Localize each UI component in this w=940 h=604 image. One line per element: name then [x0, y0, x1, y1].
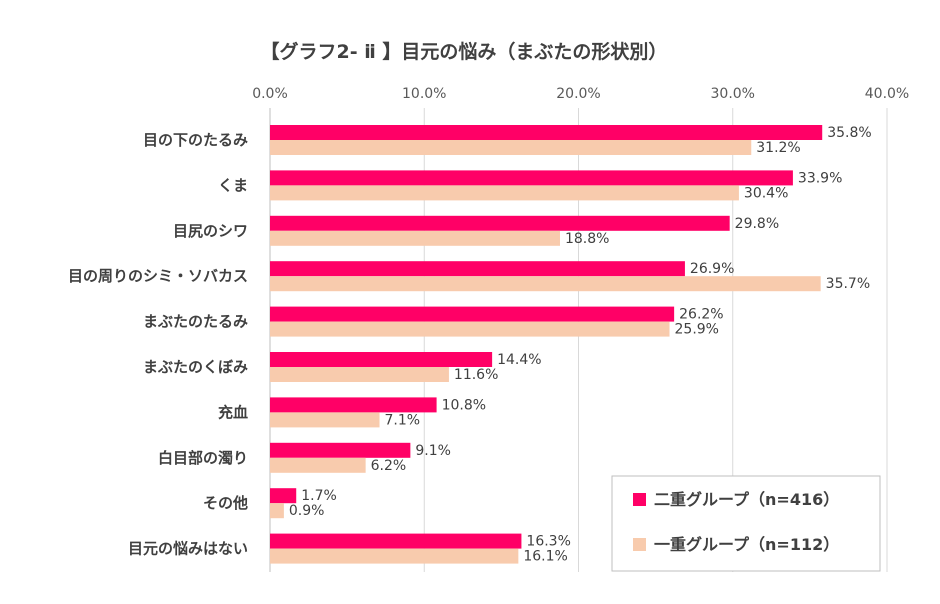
data-label: 14.4% — [497, 352, 541, 368]
bar-double — [270, 533, 522, 549]
bar-double — [270, 125, 823, 140]
bars — [270, 125, 823, 564]
bar-single — [270, 230, 560, 246]
x-tick-label: 10.0% — [402, 86, 446, 102]
data-label: 16.3% — [526, 534, 570, 550]
legend-label-single: 一重グループ（n=112） — [654, 535, 839, 554]
bar-double — [270, 261, 685, 277]
bar-single — [270, 548, 519, 564]
bar-double — [270, 306, 675, 322]
data-label: 26.2% — [679, 307, 723, 323]
data-label: 11.6% — [454, 367, 498, 383]
category-label: 充血 — [218, 403, 248, 421]
category-labels: 目の下のたるみくま目尻のシワ目の周りのシミ・ソバカスまぶたのたるみまぶたのくぼみ… — [68, 131, 248, 558]
legend-swatch-single — [633, 538, 646, 551]
x-tick-label: 0.0% — [252, 86, 288, 102]
data-label: 1.7% — [301, 488, 337, 504]
data-label: 18.8% — [565, 231, 609, 247]
category-label: くま — [218, 176, 248, 194]
data-label: 6.2% — [371, 458, 407, 474]
bar-double — [270, 488, 297, 504]
category-label: その他 — [203, 494, 248, 512]
legend-swatch-double — [633, 493, 646, 506]
category-label: 目元の悩みはない — [128, 540, 248, 558]
bar-single — [270, 457, 366, 473]
bar-double — [270, 170, 793, 186]
bar-double — [270, 215, 730, 231]
data-label: 33.9% — [798, 170, 842, 186]
bar-single — [270, 140, 752, 155]
bar-single — [270, 503, 284, 519]
data-label: 0.9% — [289, 503, 325, 519]
data-label: 26.9% — [690, 261, 734, 277]
data-label: 35.8% — [827, 125, 871, 141]
legend-label-double: 二重グループ（n=416） — [654, 490, 839, 509]
chart-title: 【グラフ2- ⅱ 】目元の悩み（まぶたの形状別） — [261, 40, 668, 63]
x-tick-label: 30.0% — [711, 86, 755, 102]
bar-single — [270, 367, 449, 382]
category-label: 目の下のたるみ — [143, 131, 248, 149]
data-label: 31.2% — [756, 140, 800, 156]
x-axis-tick-labels: 0.0% 10.0% 20.0% 30.0% 40.0% — [252, 86, 909, 102]
bar-single — [270, 321, 670, 337]
bar-double — [270, 442, 411, 458]
x-tick-label: 20.0% — [556, 86, 600, 102]
bar-single — [270, 276, 821, 292]
data-label: 9.1% — [415, 443, 451, 459]
bar-single — [270, 412, 380, 428]
legend-box — [611, 475, 881, 572]
data-labels: 35.8% 31.2% 33.9% 30.4% 29.8% 18.8% 26.9% 35.7%… — [289, 125, 872, 565]
category-label: まぶたのたるみ — [143, 313, 248, 331]
data-label: 16.1% — [523, 549, 567, 565]
category-label: 目尻のシワ — [173, 222, 248, 240]
bar-double — [270, 397, 437, 413]
data-label: 25.9% — [675, 322, 719, 338]
category-label: 目の周りのシミ・ソバカス — [68, 267, 248, 285]
x-tick-label: 40.0% — [865, 86, 909, 102]
category-label: まぶたのくぼみ — [143, 358, 248, 376]
data-label: 7.1% — [385, 412, 421, 428]
data-label: 35.7% — [826, 276, 870, 292]
bar-double — [270, 352, 493, 367]
data-label: 10.8% — [442, 397, 486, 413]
bar-single — [270, 185, 739, 201]
category-label: 白目部の濁り — [158, 449, 248, 467]
legend: 二重グループ（n=416） 一重グループ（n=112） — [611, 475, 881, 572]
data-label: 30.4% — [744, 185, 788, 201]
data-label: 29.8% — [735, 216, 779, 232]
